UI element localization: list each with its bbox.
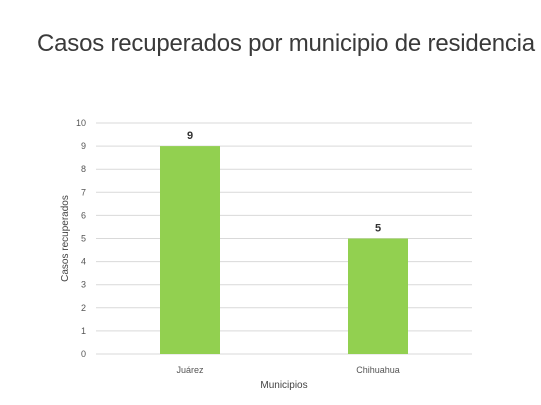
- y-tick-label: 7: [81, 187, 86, 197]
- y-tick-label: 0: [81, 349, 86, 359]
- page-title: Casos recuperados por municipio de resid…: [37, 30, 535, 57]
- data-label: 5: [375, 223, 381, 235]
- y-tick-label: 6: [81, 210, 86, 220]
- y-tick-label: 1: [81, 326, 86, 336]
- x-axis-title: Municipios: [260, 380, 307, 391]
- y-tick-label: 4: [81, 257, 86, 267]
- y-tick-label: 8: [81, 164, 86, 174]
- y-axis-ticks: 0 1 2 3 4 5 6 7 8 9 10: [76, 118, 86, 359]
- y-tick-label: 5: [81, 234, 86, 244]
- y-tick-label: 3: [81, 280, 86, 290]
- y-tick-label: 9: [81, 141, 86, 151]
- x-tick-label: Chihuahua: [356, 365, 400, 375]
- data-label: 9: [187, 130, 193, 142]
- bar: [348, 238, 408, 354]
- data-labels: 95: [187, 130, 381, 234]
- y-tick-label: 2: [81, 303, 86, 313]
- y-tick-label: 10: [76, 118, 86, 128]
- y-axis-title: Casos recuperados: [60, 195, 71, 282]
- gridlines: [96, 122, 472, 355]
- bar: [160, 146, 220, 354]
- bars: [160, 146, 408, 354]
- x-axis-ticks: Juárez Chihuahua: [176, 365, 399, 375]
- x-tick-label: Juárez: [176, 365, 204, 375]
